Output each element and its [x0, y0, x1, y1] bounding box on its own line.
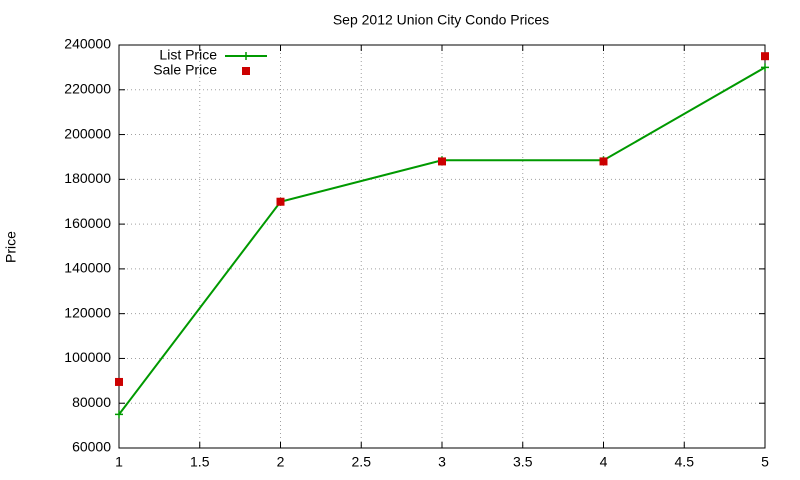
point — [276, 197, 285, 206]
x-tick-label: 4.5 — [675, 454, 695, 470]
y-tick-label: 80000 — [72, 394, 111, 410]
legend-marker — [242, 67, 250, 75]
legend-label: Sale Price — [153, 62, 217, 78]
point — [761, 52, 769, 61]
y-tick-label: 180000 — [64, 170, 111, 186]
y-tick-label: 100000 — [64, 349, 111, 365]
y-tick-label: 60000 — [72, 439, 111, 455]
x-tick-label: 3.5 — [513, 454, 533, 470]
plot-frame — [118, 44, 766, 449]
legend-marker — [242, 52, 250, 60]
y-tick-label: 200000 — [64, 125, 111, 141]
y-tick-label: 140000 — [64, 260, 111, 276]
y-axis-label: Price — [3, 231, 19, 263]
point — [115, 377, 123, 386]
y-tick-label: 160000 — [64, 215, 111, 231]
y-tick-label: 220000 — [64, 80, 111, 96]
point — [599, 157, 608, 166]
x-tick-label: 1.5 — [190, 454, 210, 470]
series-line — [118, 66, 766, 416]
x-tick-label: 2 — [277, 454, 285, 470]
x-tick-label: 3 — [438, 454, 446, 470]
x-tick-label: 5 — [761, 454, 769, 470]
point — [115, 410, 123, 419]
x-tick-label: 1 — [115, 454, 123, 470]
legend-label: List Price — [159, 47, 217, 63]
y-tick-label: 240000 — [64, 36, 111, 52]
chart-title: Sep 2012 Union City Condo Prices — [333, 12, 549, 28]
x-tick-label: 4 — [600, 454, 608, 470]
y-tick-label: 120000 — [64, 304, 111, 320]
point — [761, 63, 769, 72]
x-tick-label: 2.5 — [352, 454, 372, 470]
point — [438, 157, 446, 166]
